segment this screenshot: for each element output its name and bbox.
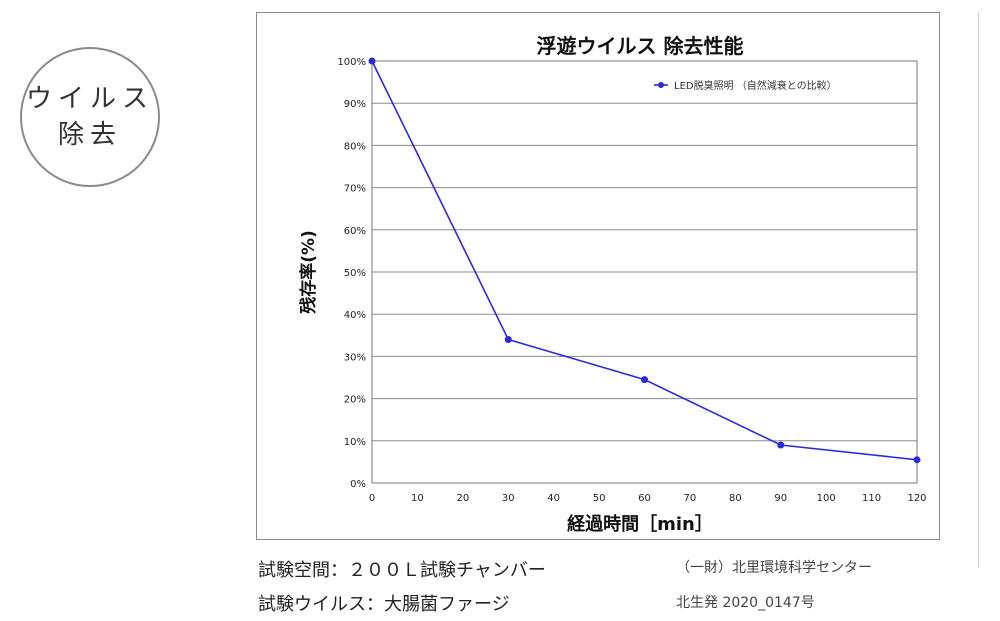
x-tick-label: 80 xyxy=(729,493,742,504)
y-tick-label: 90% xyxy=(344,99,366,110)
legend-label: LED脱臭照明 （自然減衰との比較） xyxy=(674,79,837,92)
data-point xyxy=(368,57,376,65)
virus-removal-badge: ウイルス 除去 xyxy=(20,47,160,187)
y-tick-label: 80% xyxy=(344,141,366,152)
badge-line1: ウイルス xyxy=(25,84,154,114)
data-point xyxy=(504,336,512,344)
y-tick-label: 0% xyxy=(350,479,366,490)
x-tick-label: 30 xyxy=(502,493,515,504)
x-tick-label: 10 xyxy=(411,493,424,504)
y-tick-label: 60% xyxy=(344,226,366,237)
x-tick-label: 110 xyxy=(862,493,881,504)
x-tick-label: 100 xyxy=(817,493,836,504)
x-tick-label: 90 xyxy=(774,493,787,504)
y-tick-label: 10% xyxy=(344,437,366,448)
y-tick-label: 50% xyxy=(344,268,366,279)
legend-marker xyxy=(658,82,664,88)
x-tick-label: 60 xyxy=(638,493,651,504)
y-axis-label: 残存率(%) xyxy=(298,230,319,314)
badge-line2: 除去 xyxy=(57,120,122,150)
x-axis-label: 経過時間［min］ xyxy=(567,513,713,535)
y-tick-label: 70% xyxy=(344,184,366,195)
x-tick-label: 120 xyxy=(907,493,926,504)
y-tick-label: 100% xyxy=(337,57,366,68)
x-tick-label: 20 xyxy=(456,493,469,504)
x-tick-label: 50 xyxy=(593,493,606,504)
y-tick-label: 30% xyxy=(344,352,366,363)
data-point xyxy=(641,376,648,384)
y-tick-label: 40% xyxy=(344,310,366,321)
caption-test-space: 試験空間：２００Ｌ試験チャンバー xyxy=(258,560,546,581)
right-divider xyxy=(978,12,979,568)
x-tick-label: 40 xyxy=(547,493,560,504)
caption-report-number: 北生発 2020_0147号 xyxy=(676,595,815,611)
caption-test-virus: 試験ウイルス：大腸菌ファージ xyxy=(258,594,510,615)
data-point xyxy=(777,441,785,449)
data-point xyxy=(913,456,921,464)
x-tick-label: 0 xyxy=(369,493,375,504)
y-tick-label: 20% xyxy=(344,395,366,406)
x-tick-label: 70 xyxy=(684,493,697,504)
chart-title: 浮遊ウイルス 除去性能 xyxy=(537,34,744,58)
caption-organization: （一財）北里環境科学センター xyxy=(676,560,872,576)
